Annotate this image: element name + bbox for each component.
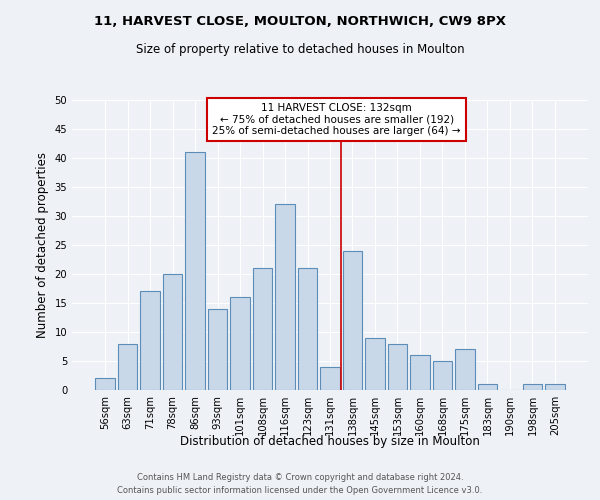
- Bar: [455, 350, 475, 390]
- Bar: [208, 309, 227, 390]
- Bar: [230, 297, 250, 390]
- Text: 11, HARVEST CLOSE, MOULTON, NORTHWICH, CW9 8PX: 11, HARVEST CLOSE, MOULTON, NORTHWICH, C…: [94, 15, 506, 28]
- Text: Size of property relative to detached houses in Moulton: Size of property relative to detached ho…: [136, 42, 464, 56]
- Bar: [275, 204, 295, 390]
- Bar: [343, 251, 362, 390]
- Text: 11 HARVEST CLOSE: 132sqm
← 75% of detached houses are smaller (192)
25% of semi-: 11 HARVEST CLOSE: 132sqm ← 75% of detach…: [212, 103, 461, 136]
- Bar: [478, 384, 497, 390]
- Bar: [253, 268, 272, 390]
- Bar: [388, 344, 407, 390]
- Bar: [523, 384, 542, 390]
- Bar: [545, 384, 565, 390]
- Bar: [95, 378, 115, 390]
- Bar: [118, 344, 137, 390]
- Bar: [410, 355, 430, 390]
- Bar: [320, 367, 340, 390]
- Bar: [185, 152, 205, 390]
- Bar: [298, 268, 317, 390]
- Text: Distribution of detached houses by size in Moulton: Distribution of detached houses by size …: [180, 435, 480, 448]
- Text: Contains public sector information licensed under the Open Government Licence v3: Contains public sector information licen…: [118, 486, 482, 495]
- Bar: [163, 274, 182, 390]
- Bar: [365, 338, 385, 390]
- Text: Contains HM Land Registry data © Crown copyright and database right 2024.: Contains HM Land Registry data © Crown c…: [137, 472, 463, 482]
- Bar: [433, 361, 452, 390]
- Y-axis label: Number of detached properties: Number of detached properties: [36, 152, 49, 338]
- Bar: [140, 292, 160, 390]
